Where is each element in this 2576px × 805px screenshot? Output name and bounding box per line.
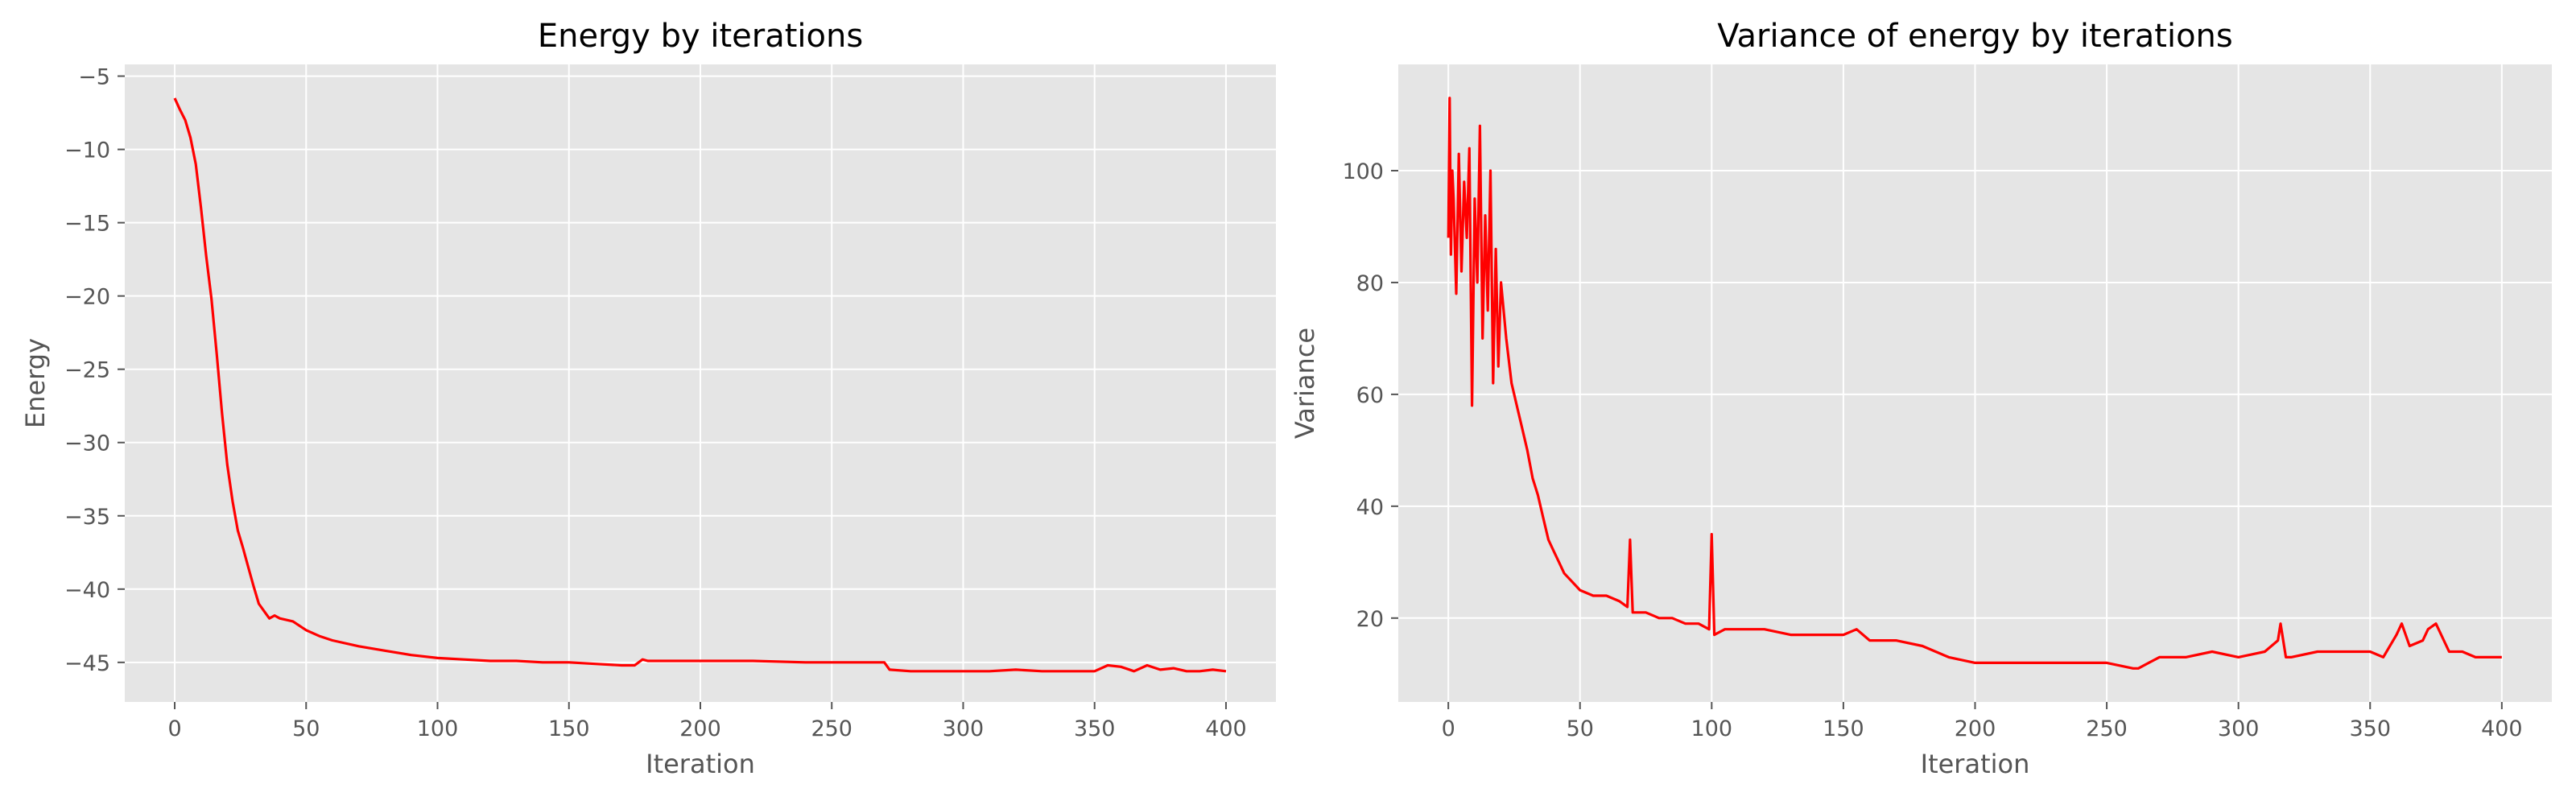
y-tick-label: −5 bbox=[78, 65, 110, 90]
y-tick-label: 80 bbox=[1356, 271, 1384, 296]
x-tick-label: 350 bbox=[1074, 716, 1116, 741]
x-tick-label: 150 bbox=[548, 716, 590, 741]
y-tick-label: −40 bbox=[64, 578, 110, 603]
y-axis-label: Energy bbox=[20, 338, 51, 428]
x-tick-label: 200 bbox=[679, 716, 721, 741]
y-tick-label: 60 bbox=[1356, 383, 1384, 408]
x-tick-label: 200 bbox=[1955, 716, 1996, 741]
x-tick-label: 250 bbox=[811, 716, 852, 741]
series-line bbox=[1447, 97, 2502, 670]
series-line bbox=[173, 97, 1227, 673]
x-tick-label: 300 bbox=[2218, 716, 2260, 741]
x-tick-label: 250 bbox=[2086, 716, 2128, 741]
x-axis-label: Iteration bbox=[646, 749, 755, 779]
x-tick-label: 0 bbox=[1442, 716, 1455, 741]
y-tick-label: 40 bbox=[1356, 495, 1384, 520]
x-tick-label: 150 bbox=[1823, 716, 1864, 741]
x-tick-label: 400 bbox=[2481, 716, 2523, 741]
energy-chart: 0 50 100 150 200 250 300 350 400 −5 −10 −15 −20 −25 −3… bbox=[20, 18, 1276, 779]
x-tick-label: 400 bbox=[1205, 716, 1247, 741]
x-tick-label: 300 bbox=[943, 716, 985, 741]
y-tick-label: −10 bbox=[64, 138, 110, 163]
y-tick-label: 100 bbox=[1342, 159, 1384, 184]
y-tick-label: −30 bbox=[64, 431, 110, 456]
x-tick-label: 0 bbox=[167, 716, 181, 741]
x-tick-label: 350 bbox=[2349, 716, 2391, 741]
x-tick-label: 50 bbox=[292, 716, 320, 741]
y-tick-label: −35 bbox=[64, 505, 110, 530]
y-tick-label: 20 bbox=[1356, 607, 1384, 632]
y-tick-label: −20 bbox=[64, 285, 110, 310]
chart-title: Variance of energy by iterations bbox=[1717, 18, 2232, 55]
variance-chart: 0 50 100 150 200 250 300 350 400 100 80 60 40 20 Varia… bbox=[1290, 18, 2552, 779]
y-tick-label: −25 bbox=[64, 358, 110, 383]
y-tick-label: −45 bbox=[64, 651, 110, 676]
x-axis-label: Iteration bbox=[1921, 749, 2030, 779]
chart-title: Energy by iterations bbox=[538, 18, 863, 55]
x-tick-label: 50 bbox=[1567, 716, 1594, 741]
x-tick-label: 100 bbox=[1691, 716, 1733, 741]
x-tick-label: 100 bbox=[417, 716, 459, 741]
y-tick-label: −15 bbox=[64, 212, 110, 237]
y-axis-label: Variance bbox=[1290, 328, 1320, 439]
